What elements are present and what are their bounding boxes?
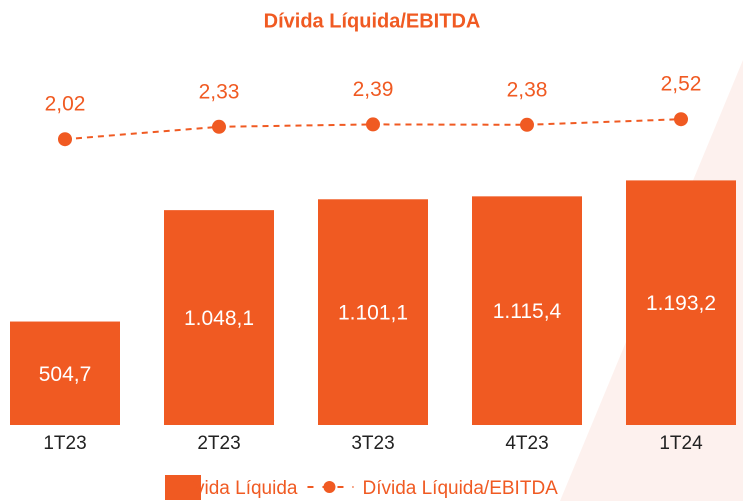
bar-value-label: 504,7 bbox=[39, 363, 92, 386]
line-point bbox=[520, 117, 534, 132]
line-value-label: 2,39 bbox=[353, 78, 394, 101]
line-point bbox=[674, 112, 688, 127]
line-value-label: 2,52 bbox=[661, 73, 702, 96]
bar bbox=[164, 210, 274, 425]
line-point bbox=[212, 119, 226, 134]
x-tick-label: 4T23 bbox=[505, 433, 548, 454]
x-tick-label: 2T23 bbox=[197, 433, 240, 454]
line-point bbox=[366, 117, 380, 132]
line-point bbox=[58, 132, 72, 147]
legend-label: Dívida Líquida bbox=[176, 478, 298, 499]
line-value-label: 2,38 bbox=[507, 78, 548, 101]
bar-value-label: 1.115,4 bbox=[493, 300, 562, 323]
legend-dot bbox=[323, 481, 336, 493]
chart-title: Dívida Líquida/EBITDA bbox=[264, 10, 481, 32]
bar bbox=[10, 321, 120, 425]
bar bbox=[626, 180, 736, 425]
legend-label: Dívida Líquida/EBITDA bbox=[362, 478, 558, 499]
bar bbox=[472, 196, 582, 425]
legend-swatch bbox=[165, 475, 201, 500]
line-value-label: 2,02 bbox=[45, 93, 86, 116]
x-tick-label: 1T24 bbox=[659, 433, 703, 454]
x-tick-label: 1T23 bbox=[43, 433, 86, 454]
bar-value-label: 1.101,1 bbox=[338, 302, 408, 325]
bar bbox=[318, 199, 428, 425]
line-value-label: 2,33 bbox=[199, 80, 240, 103]
bar-value-label: 1.193,2 bbox=[646, 292, 716, 315]
x-tick-label: 3T23 bbox=[351, 433, 394, 454]
bar-value-label: 1.048,1 bbox=[184, 307, 254, 330]
